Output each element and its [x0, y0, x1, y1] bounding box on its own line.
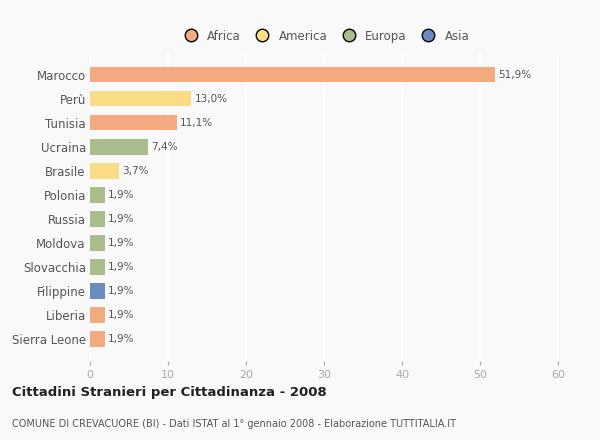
Bar: [90, 331, 105, 347]
Bar: [90, 259, 105, 275]
Text: 1,9%: 1,9%: [108, 262, 134, 272]
Bar: [90, 235, 105, 251]
Bar: [90, 67, 495, 82]
Bar: [90, 307, 105, 323]
Text: 1,9%: 1,9%: [108, 310, 134, 320]
Text: 11,1%: 11,1%: [180, 117, 213, 128]
Text: 1,9%: 1,9%: [108, 190, 134, 200]
Bar: [90, 91, 191, 106]
Text: 1,9%: 1,9%: [108, 286, 134, 296]
Text: 13,0%: 13,0%: [194, 94, 227, 104]
Text: 7,4%: 7,4%: [151, 142, 178, 152]
Bar: [90, 187, 105, 202]
Text: 1,9%: 1,9%: [108, 238, 134, 248]
Bar: [90, 211, 105, 227]
Text: Cittadini Stranieri per Cittadinanza - 2008: Cittadini Stranieri per Cittadinanza - 2…: [12, 386, 327, 399]
Bar: [90, 139, 148, 154]
Text: 51,9%: 51,9%: [498, 70, 531, 80]
Bar: [90, 283, 105, 299]
Text: 3,7%: 3,7%: [122, 166, 148, 176]
Legend: Africa, America, Europa, Asia: Africa, America, Europa, Asia: [174, 25, 474, 47]
Bar: [90, 115, 176, 131]
Text: 1,9%: 1,9%: [108, 214, 134, 224]
Bar: [90, 163, 119, 179]
Text: COMUNE DI CREVACUORE (BI) - Dati ISTAT al 1° gennaio 2008 - Elaborazione TUTTITA: COMUNE DI CREVACUORE (BI) - Dati ISTAT a…: [12, 419, 456, 429]
Text: 1,9%: 1,9%: [108, 334, 134, 344]
